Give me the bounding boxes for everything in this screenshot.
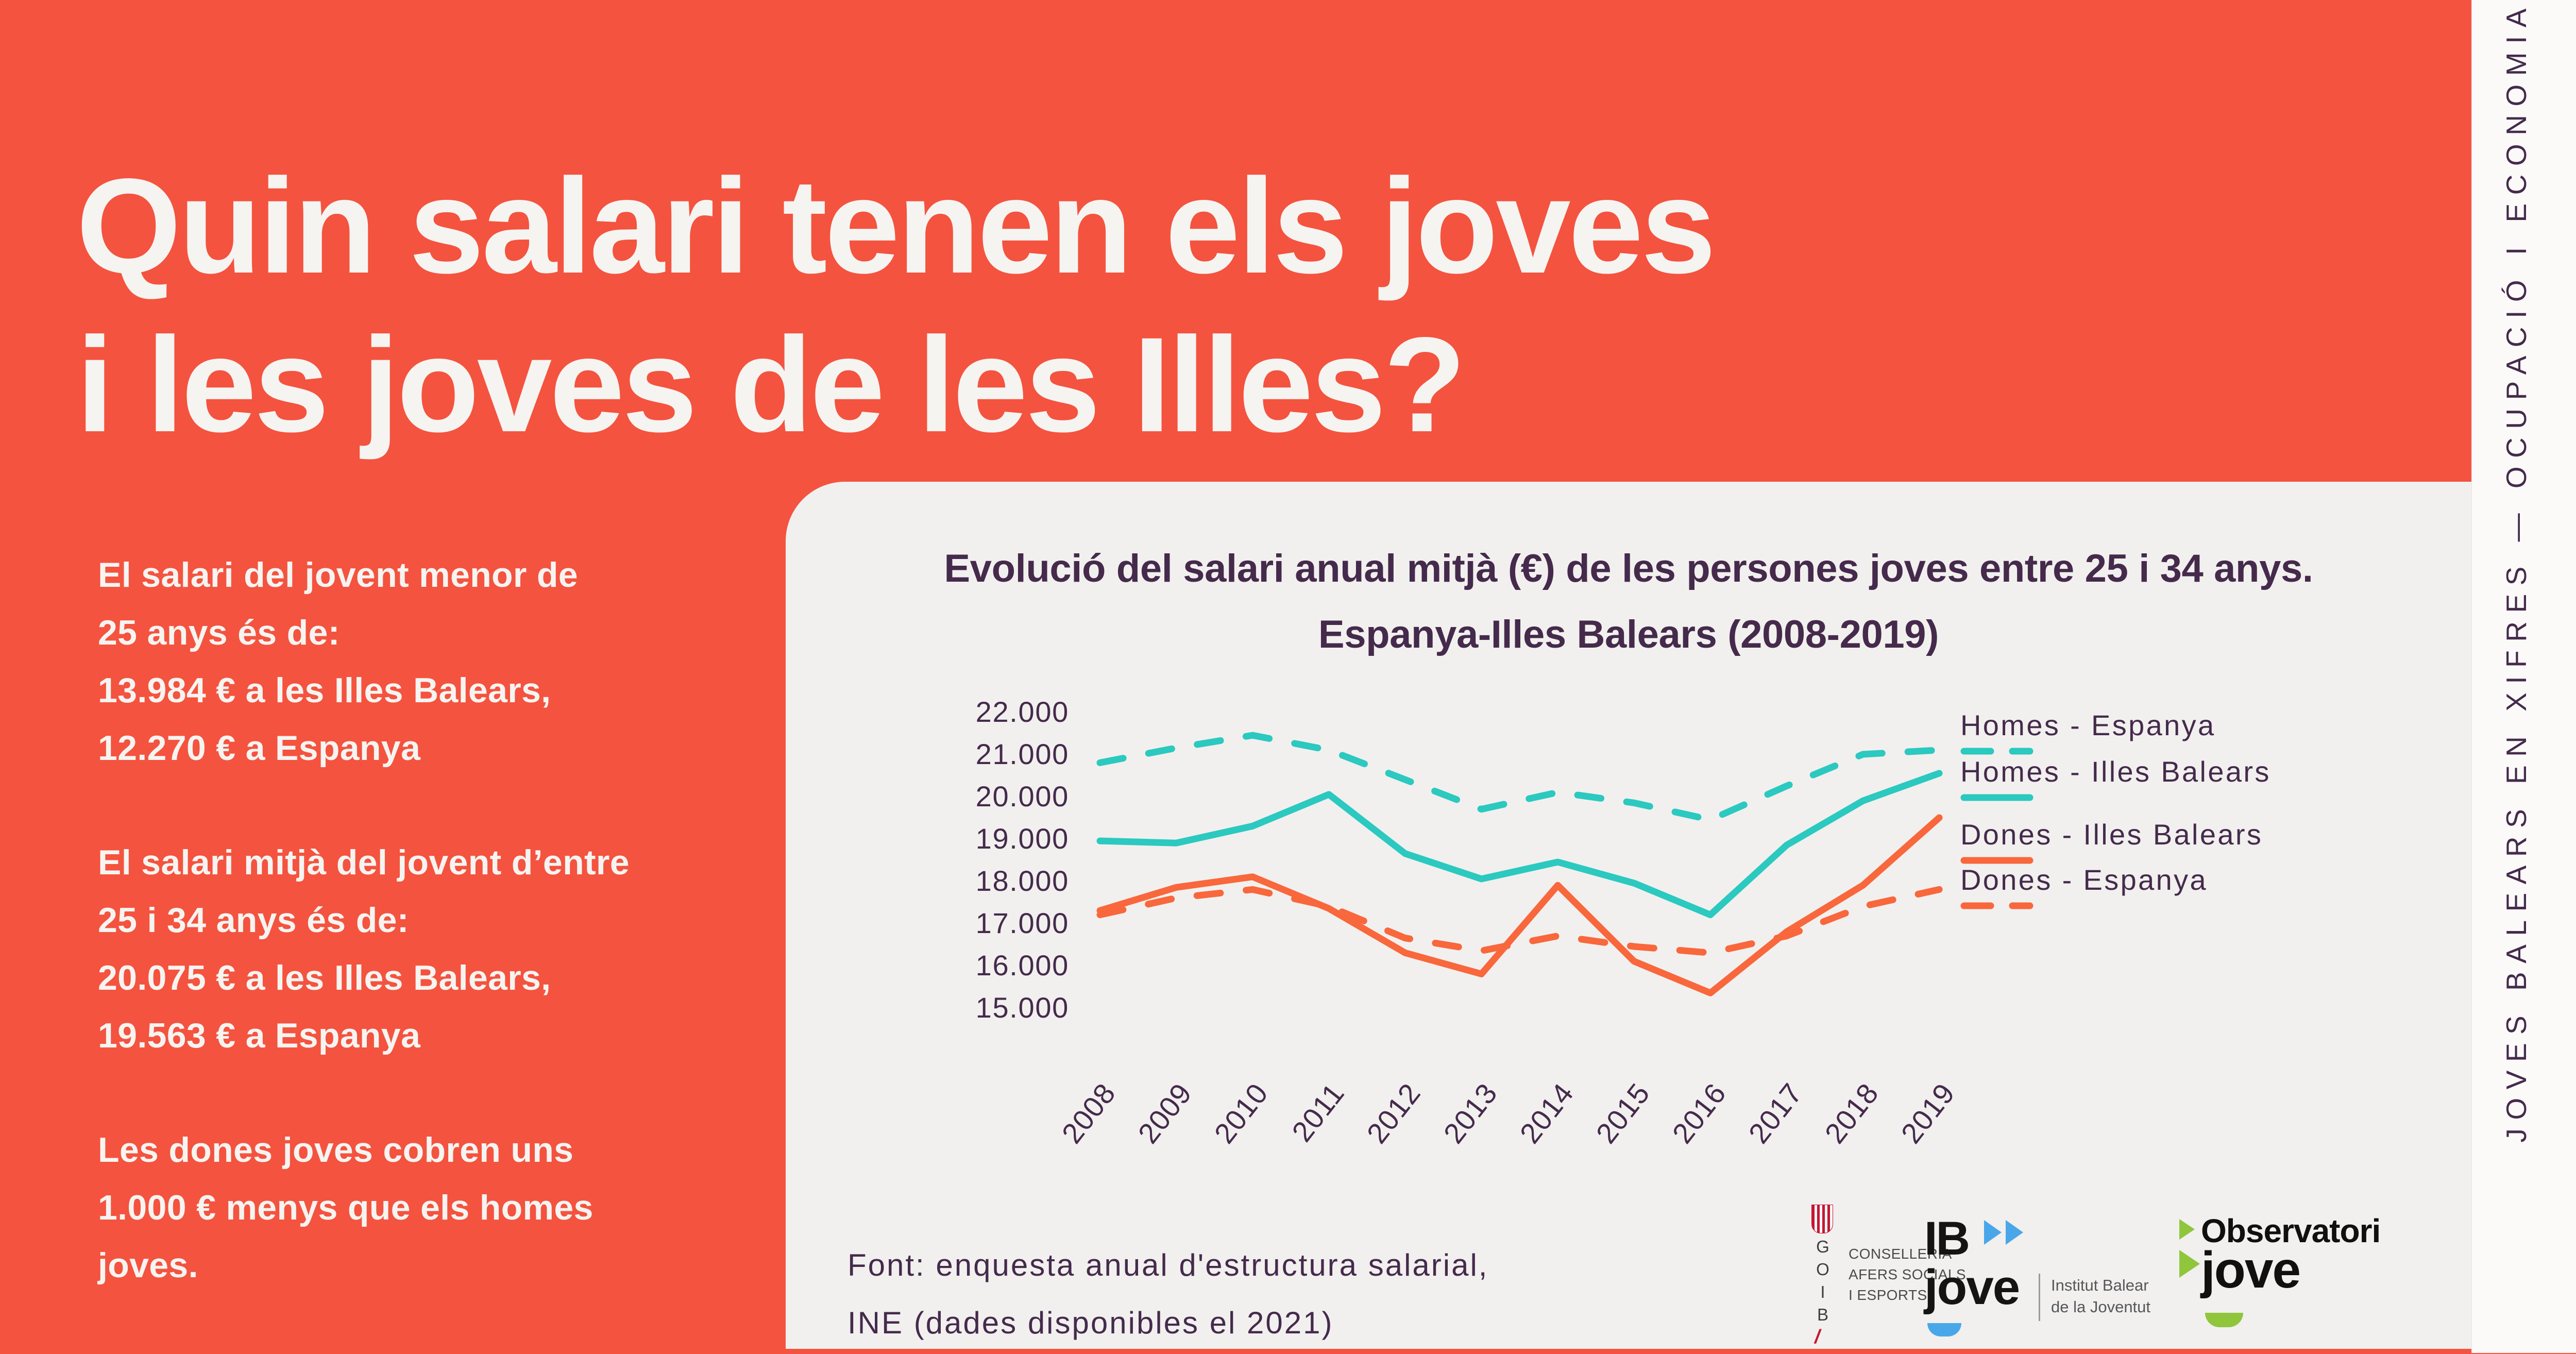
legend-line-sample-icon	[1960, 857, 2033, 864]
legend-line-sample-icon	[1960, 902, 2033, 909]
legend-label: Homes - Illes Balears	[1960, 755, 2271, 788]
legend-label: Dones - Espanya	[1960, 864, 2208, 896]
y-tick-label: 15.000	[975, 991, 1069, 1024]
ibjove-arrow-icon	[2006, 1220, 2023, 1245]
goib-department: CONSELLERIA AFERS SOCIALS I ESPORTS	[1849, 1246, 1966, 1303]
ibjove-arrow-icon	[1984, 1220, 2002, 1245]
observatori-chevron-icon	[2179, 1250, 2200, 1278]
observatori-chevron-icon	[2179, 1219, 2195, 1240]
source-note: Font: enquesta anual d'estructura salari…	[848, 1248, 1489, 1340]
legend-label: Homes - Espanya	[1960, 709, 2216, 741]
goib-letters: G O I B	[1816, 1237, 1829, 1324]
y-tick-label: 18.000	[975, 865, 1069, 897]
side-strip	[2471, 0, 2576, 1353]
observatori-name-bottom: jove	[2201, 1241, 2301, 1299]
y-tick-label: 19.000	[975, 822, 1069, 855]
y-tick-label: 17.000	[975, 907, 1069, 939]
ibjove-logo: IB jove Institut Balear de la Joventut	[1924, 1212, 2213, 1346]
legend-item: Dones - Illes Balears	[1960, 819, 2263, 865]
y-tick-label: 21.000	[975, 738, 1069, 770]
legend-label: Dones - Illes Balears	[1960, 818, 2263, 851]
observatori-logo: Observatori jove	[2179, 1212, 2468, 1346]
fact-under-25: El salari del jovent menor de 25 anys és…	[98, 555, 578, 768]
observatori-smile-icon	[2205, 1313, 2243, 1327]
key-facts: El salari del jovent menor de 25 anys és…	[98, 546, 783, 1351]
legend-line-sample-icon	[1960, 794, 2033, 801]
fact-25-34: El salari mitjà del jovent d’entre 25 i …	[98, 843, 630, 1055]
chart-title: Evolució del salari anual mitjà (€) de l…	[944, 547, 2313, 656]
page-title: Quin salari tenen els joves i les joves …	[76, 150, 1716, 460]
y-tick-label: 22.000	[975, 696, 1069, 728]
legend-item: Homes - Illes Balears	[1960, 756, 2271, 802]
y-tick-label: 20.000	[975, 780, 1069, 813]
ibjove-smile-icon	[1927, 1323, 1961, 1336]
ibjove-divider	[2039, 1274, 2040, 1321]
ibjove-institute: Institut Balear de la Joventut	[2051, 1276, 2151, 1316]
ibjove-name-bottom: jove	[1924, 1260, 2020, 1315]
legend-item: Dones - Espanya	[1960, 865, 2208, 910]
observatori-name-top: Observatori	[2201, 1212, 2381, 1249]
goib-shield-icon	[1811, 1205, 1833, 1233]
vertical-banner: JOVES BALEARS EN XIFRES — OCUPACIÓ I ECO…	[2500, 0, 2532, 1143]
legend-line-sample-icon	[1960, 748, 2033, 755]
y-tick-label: 16.000	[975, 949, 1069, 981]
ibjove-name-top: IB	[1924, 1212, 1970, 1265]
legend-item: Homes - Espanya	[1960, 710, 2215, 755]
fact-gender-gap: Les dones joves cobren uns 1.000 € menys…	[98, 1130, 594, 1285]
goib-slash: /	[1815, 1326, 1820, 1348]
goib-logo: G O I B / CONSELLERIA AFERS SOCIALS I ES…	[1811, 1205, 2028, 1354]
